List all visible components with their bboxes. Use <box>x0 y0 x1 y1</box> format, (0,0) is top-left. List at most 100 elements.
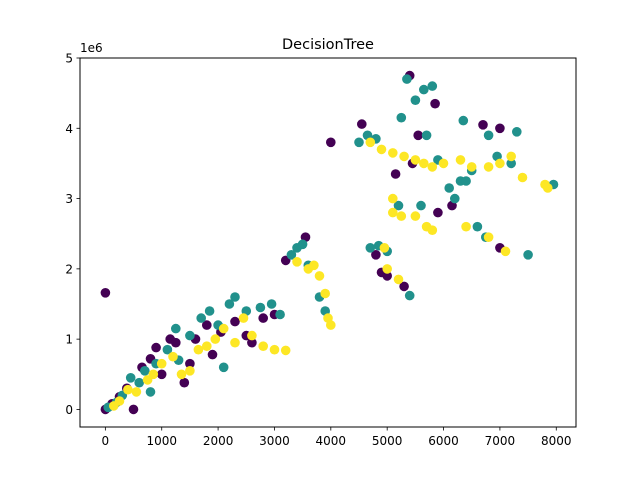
scatter-point <box>483 232 494 242</box>
scatter-point <box>354 137 364 148</box>
scatter-point <box>382 264 393 274</box>
scatter-point <box>230 292 240 302</box>
scatter-point <box>523 250 533 260</box>
scatter-point <box>286 250 297 260</box>
scatter-point <box>402 74 412 84</box>
scatter-point <box>421 130 432 141</box>
scatter-point <box>365 243 376 253</box>
chart-title: DecisionTree <box>282 37 374 53</box>
scatter-point <box>247 337 257 348</box>
scatter-point <box>388 207 398 218</box>
scatter-point <box>478 120 488 130</box>
scatter-point <box>176 369 187 380</box>
x-tick-label: 2000 <box>203 434 234 448</box>
scatter-point <box>495 123 505 134</box>
scatter-point <box>450 193 460 204</box>
x-tick-label: 3000 <box>259 434 290 448</box>
scatter-point <box>100 288 111 298</box>
scatter-point <box>506 158 516 169</box>
scatter-point <box>410 211 421 221</box>
scatter-point <box>171 323 181 334</box>
scatter-point <box>393 200 404 211</box>
scatter-point <box>218 362 229 373</box>
scatter-point <box>390 169 401 179</box>
scatter-point <box>156 358 167 369</box>
scatter-point <box>427 162 438 172</box>
scatter-point <box>128 404 139 415</box>
scatter-point <box>207 349 218 360</box>
scatter-point <box>483 162 494 172</box>
scatter-point <box>472 221 483 232</box>
scatter-point <box>388 148 398 158</box>
scatter-point <box>419 84 429 95</box>
scatter-point <box>230 316 240 327</box>
scatter-point <box>396 112 407 123</box>
scatter-point <box>461 221 471 232</box>
y-tick-label: 3 <box>65 192 73 206</box>
scatter-point <box>326 320 336 330</box>
scatter-point <box>483 130 494 141</box>
scatter-point <box>247 330 257 341</box>
scatter-point <box>238 313 249 323</box>
x-tick-label: 0 <box>102 434 110 448</box>
scatter-point <box>297 239 308 250</box>
x-tick-label: 6000 <box>428 434 459 448</box>
scatter-point <box>320 288 331 299</box>
scatter-point <box>413 130 424 141</box>
scatter-point <box>309 260 319 271</box>
scatter-point <box>427 81 438 91</box>
scatter-point <box>202 320 212 330</box>
scatter-point <box>134 377 144 388</box>
scatter-point <box>388 193 398 204</box>
scatter-point <box>171 337 181 348</box>
scatter-point <box>455 155 466 165</box>
scatter-point <box>162 344 173 355</box>
scatter-point <box>427 225 438 235</box>
scatter-point <box>376 144 387 155</box>
scatter-point <box>517 172 528 183</box>
scatter-point <box>438 158 449 169</box>
scatter-point <box>185 330 195 341</box>
scatter-point <box>196 313 206 323</box>
scatter-point <box>193 344 204 355</box>
scatter-point <box>430 98 440 109</box>
x-tick-label: 5000 <box>372 434 403 448</box>
scatter-point <box>145 387 156 397</box>
y-tick-label: 2 <box>65 262 73 276</box>
scatter-point <box>125 373 136 383</box>
y-tick-label: 4 <box>65 122 73 136</box>
scatter-point <box>179 377 190 388</box>
scatter-point <box>185 358 195 369</box>
scatter-point <box>506 151 516 162</box>
y-tick-label: 1 <box>65 333 73 347</box>
scatter-point <box>410 155 421 165</box>
scatter-point <box>156 369 167 380</box>
scatter-point <box>512 127 522 137</box>
scatter-point <box>416 200 426 211</box>
scatter-point <box>495 158 505 169</box>
scatter-point <box>230 337 240 348</box>
scatter-point <box>404 290 415 301</box>
scatter-point <box>269 344 280 355</box>
scatter-point <box>461 176 471 186</box>
scatter-point <box>168 351 178 362</box>
scatter-point <box>151 342 161 353</box>
scatter-point <box>357 119 367 129</box>
scatter-point <box>399 281 409 292</box>
scatter-point <box>379 243 390 253</box>
y-tick-label: 0 <box>65 403 73 417</box>
scatter-point <box>258 341 269 352</box>
scatter-point <box>275 309 285 320</box>
scatter-point <box>202 341 212 352</box>
points-layer <box>100 70 559 415</box>
scatter-point <box>123 384 133 395</box>
scatter-point <box>444 183 455 193</box>
scatter-point <box>419 158 429 169</box>
scatter-point <box>266 299 277 309</box>
scatter-point <box>204 306 215 316</box>
x-axis: 0 1000 2000 3000 4000 5000 6000 7000 8000 <box>102 427 572 448</box>
scatter-point <box>365 137 376 148</box>
scatter-point <box>326 137 336 148</box>
scatter-point <box>500 246 511 257</box>
